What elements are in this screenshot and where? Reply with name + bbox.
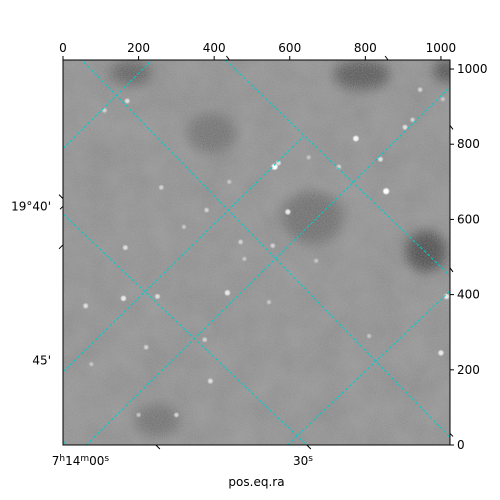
x-tick-label: 800 <box>354 41 377 55</box>
point-source <box>124 98 130 104</box>
y-tick-label: 1000 <box>457 62 488 76</box>
grid-line <box>63 440 68 445</box>
point-source <box>440 97 445 102</box>
sky-noise <box>63 60 450 445</box>
world-tick <box>59 205 64 210</box>
point-source <box>410 117 415 122</box>
world-tick <box>384 55 389 61</box>
point-source <box>202 337 207 342</box>
point-source <box>270 243 275 248</box>
y-tick-label: 800 <box>457 137 480 151</box>
point-source <box>136 412 141 417</box>
dec-tick-label: 45' <box>32 353 51 367</box>
point-source <box>367 333 372 338</box>
point-source <box>143 345 149 350</box>
x-tick-label: 400 <box>203 41 226 55</box>
point-source <box>417 87 423 92</box>
point-source <box>122 245 128 251</box>
point-source <box>314 258 319 263</box>
world-tick <box>58 244 64 250</box>
grid-line <box>63 60 153 149</box>
point-source <box>224 290 230 296</box>
grid-line <box>63 213 308 445</box>
point-source <box>120 295 127 301</box>
point-source <box>174 412 179 418</box>
grid-line <box>85 86 450 445</box>
y-tick-label: 200 <box>457 363 480 377</box>
world-tick <box>155 444 161 450</box>
point-source <box>89 362 94 367</box>
point-source <box>238 239 243 245</box>
y-tick-label: 0 <box>457 438 465 452</box>
point-source <box>438 350 444 356</box>
world-tick <box>226 55 230 61</box>
point-source <box>353 135 359 142</box>
point-source <box>83 303 89 309</box>
axis-labels: 0 200 400 600 800 1000 0 200 400 600 800 1000 7h​14m… <box>11 41 487 489</box>
plot-frame <box>62 59 451 446</box>
point-source <box>378 156 383 162</box>
point-source <box>155 294 160 299</box>
point-source <box>181 224 186 229</box>
coordinate-grid <box>63 60 450 445</box>
grid-line <box>225 60 450 276</box>
point-source <box>204 207 209 213</box>
point-source <box>159 185 164 190</box>
ra-tick-label: 30s​ <box>293 454 313 468</box>
grid-line <box>81 60 450 438</box>
point-source <box>383 188 390 195</box>
x-tick-label: 200 <box>127 41 150 55</box>
point-source <box>306 155 311 160</box>
grid-line <box>287 290 450 445</box>
point-source <box>402 124 408 130</box>
point-source <box>102 108 107 113</box>
ra-tick-label: 7h​14m​00s​ <box>52 454 110 468</box>
x-tick-label: 0 <box>59 41 67 55</box>
grid-line <box>63 136 304 373</box>
y-tick-label: 400 <box>457 288 480 302</box>
world-tick <box>449 433 454 437</box>
y-tick-label: 600 <box>457 212 480 226</box>
x-tick-label: 600 <box>278 41 301 55</box>
x-axis-title: pos.eq.ra <box>228 475 284 489</box>
axis-ticks <box>58 55 454 450</box>
world-tick <box>449 267 454 273</box>
world-tick <box>58 194 64 199</box>
point-source <box>242 256 247 261</box>
x-tick-label: 1000 <box>426 41 457 55</box>
world-tick <box>306 444 312 450</box>
point-sources <box>83 87 450 418</box>
image-panel: 0 200 400 600 800 1000 0 200 400 600 800 1000 7h​14m… <box>11 41 487 489</box>
point-source <box>266 300 271 305</box>
point-source <box>207 378 213 384</box>
world-tick <box>449 125 454 130</box>
point-source <box>271 163 278 170</box>
point-source <box>227 179 232 184</box>
dec-tick-label: 19°40' <box>11 199 51 213</box>
point-source <box>285 209 291 215</box>
